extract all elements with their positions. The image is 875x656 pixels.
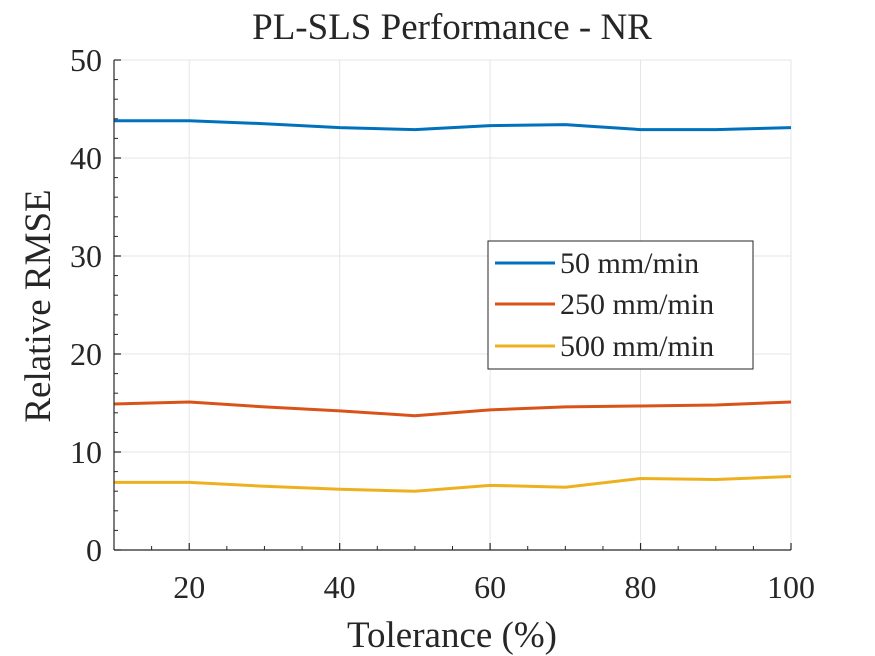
plot-lines [113, 119, 792, 493]
series-line-2 [114, 475, 792, 493]
series-line-1 [113, 400, 792, 418]
y-tick-label: 40 [70, 140, 102, 176]
chart-title: PL-SLS Performance - NR [252, 7, 652, 48]
y-tick-label: 30 [70, 238, 102, 274]
x-tick-label: 20 [173, 569, 205, 605]
legend-label-500: 500 mm/min [560, 330, 714, 363]
x-tick-label: 60 [474, 569, 506, 605]
x-tick-label: 40 [324, 569, 356, 605]
x-tick-label: 80 [625, 569, 657, 605]
ticks: 20 40 60 80 100 0 10 20 30 40 50 [70, 42, 815, 605]
legend: 50 mm/min 250 mm/min 500 mm/min [487, 240, 754, 370]
series-line-0 [114, 119, 792, 132]
y-tick-label: 0 [86, 532, 102, 568]
y-tick-label: 10 [70, 434, 102, 470]
y-axis-label: Relative RMSE [18, 189, 59, 422]
legend-label-250: 250 mm/min [560, 288, 714, 321]
x-tick-label: 100 [767, 569, 815, 605]
y-tick-label: 20 [70, 336, 102, 372]
x-axis-label: Tolerance (%) [347, 615, 557, 656]
legend-label-50: 50 mm/min [560, 247, 699, 280]
y-tick-label: 50 [70, 42, 102, 78]
